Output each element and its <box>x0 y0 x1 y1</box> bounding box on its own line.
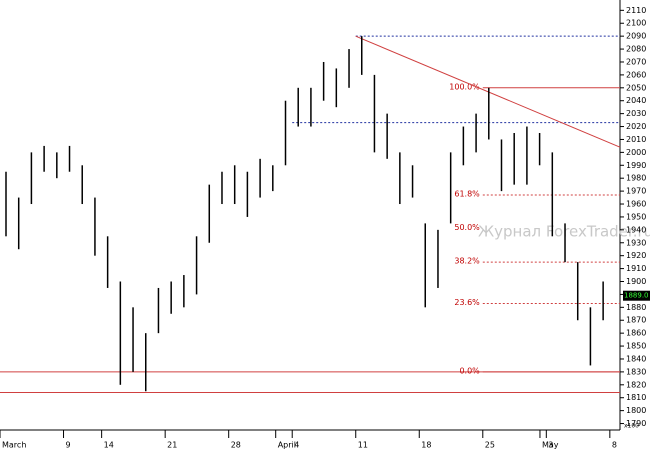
y-tick-label: 2020 <box>626 122 646 131</box>
x-tick-label: 21 <box>167 441 177 450</box>
x-tick-label: 3 <box>548 441 553 450</box>
y-tick-label: 1840 <box>626 354 646 363</box>
y-tick-label: 2100 <box>626 19 646 28</box>
fib-label: 0.0% <box>459 366 480 375</box>
y-tick-label: 1850 <box>626 342 646 351</box>
y-tick-label: 1910 <box>626 264 646 273</box>
y-tick-label: 1820 <box>626 380 646 389</box>
y-tick-label: 1950 <box>626 212 646 221</box>
y-tick-label: 1940 <box>626 225 646 234</box>
y-tick-label: 1800 <box>626 406 646 415</box>
fib-label: 50.0% <box>454 223 480 232</box>
y-tick-label: 1870 <box>626 316 646 325</box>
y-tick-label: 1970 <box>626 187 646 196</box>
x-tick-label: 25 <box>485 441 495 450</box>
y-tick-label: 1790 <box>626 419 646 428</box>
y-tick-label: 1900 <box>626 277 646 286</box>
y-tick-label: 1930 <box>626 238 646 247</box>
y-tick-label: 2060 <box>626 70 646 79</box>
last-price-label: 1889.0 <box>624 292 649 300</box>
x-tick-label: 28 <box>231 441 241 450</box>
y-tick-label: 2080 <box>626 45 646 54</box>
y-tick-label: 1980 <box>626 174 646 183</box>
fib-label: 23.6% <box>454 298 480 307</box>
fib-label: 38.2% <box>454 257 480 266</box>
x-tick-label: May <box>542 441 559 450</box>
y-tick-label: 1990 <box>626 161 646 170</box>
y-tick-label: 1960 <box>626 200 646 209</box>
x-tick-label: March <box>2 441 26 450</box>
y-tick-label: 2040 <box>626 96 646 105</box>
watermark: Журнал ForexTrader.ru <box>478 223 650 241</box>
y-tick-label: 2010 <box>626 135 646 144</box>
y-tick-label: 2070 <box>626 57 646 66</box>
x-tick-label: 18 <box>421 441 431 450</box>
y-tick-label: 1880 <box>626 303 646 312</box>
x-tick-label: 14 <box>104 441 114 450</box>
y-tick-label: 1830 <box>626 367 646 376</box>
y-tick-label: 2110 <box>626 6 646 15</box>
x-tick-label: April <box>278 441 296 450</box>
y-tick-label: 1810 <box>626 393 646 402</box>
x-tick-label: 8 <box>612 441 617 450</box>
fib-label: 61.8% <box>454 189 480 198</box>
y-tick-label: 1860 <box>626 329 646 338</box>
x-tick-label: 9 <box>66 441 71 450</box>
y-tick-label: 2050 <box>626 83 646 92</box>
y-tick-label: 2000 <box>626 148 646 157</box>
trendline <box>355 35 621 148</box>
y-tick-label: 1920 <box>626 251 646 260</box>
y-tick-label: 2030 <box>626 109 646 118</box>
scale-note: x100 <box>624 423 639 430</box>
fib-label: 100.0% <box>449 82 480 91</box>
y-tick-label: 2090 <box>626 32 646 41</box>
x-tick-label: 11 <box>358 441 368 450</box>
last-price-box <box>623 290 650 301</box>
x-tick-label: 4 <box>294 441 299 450</box>
